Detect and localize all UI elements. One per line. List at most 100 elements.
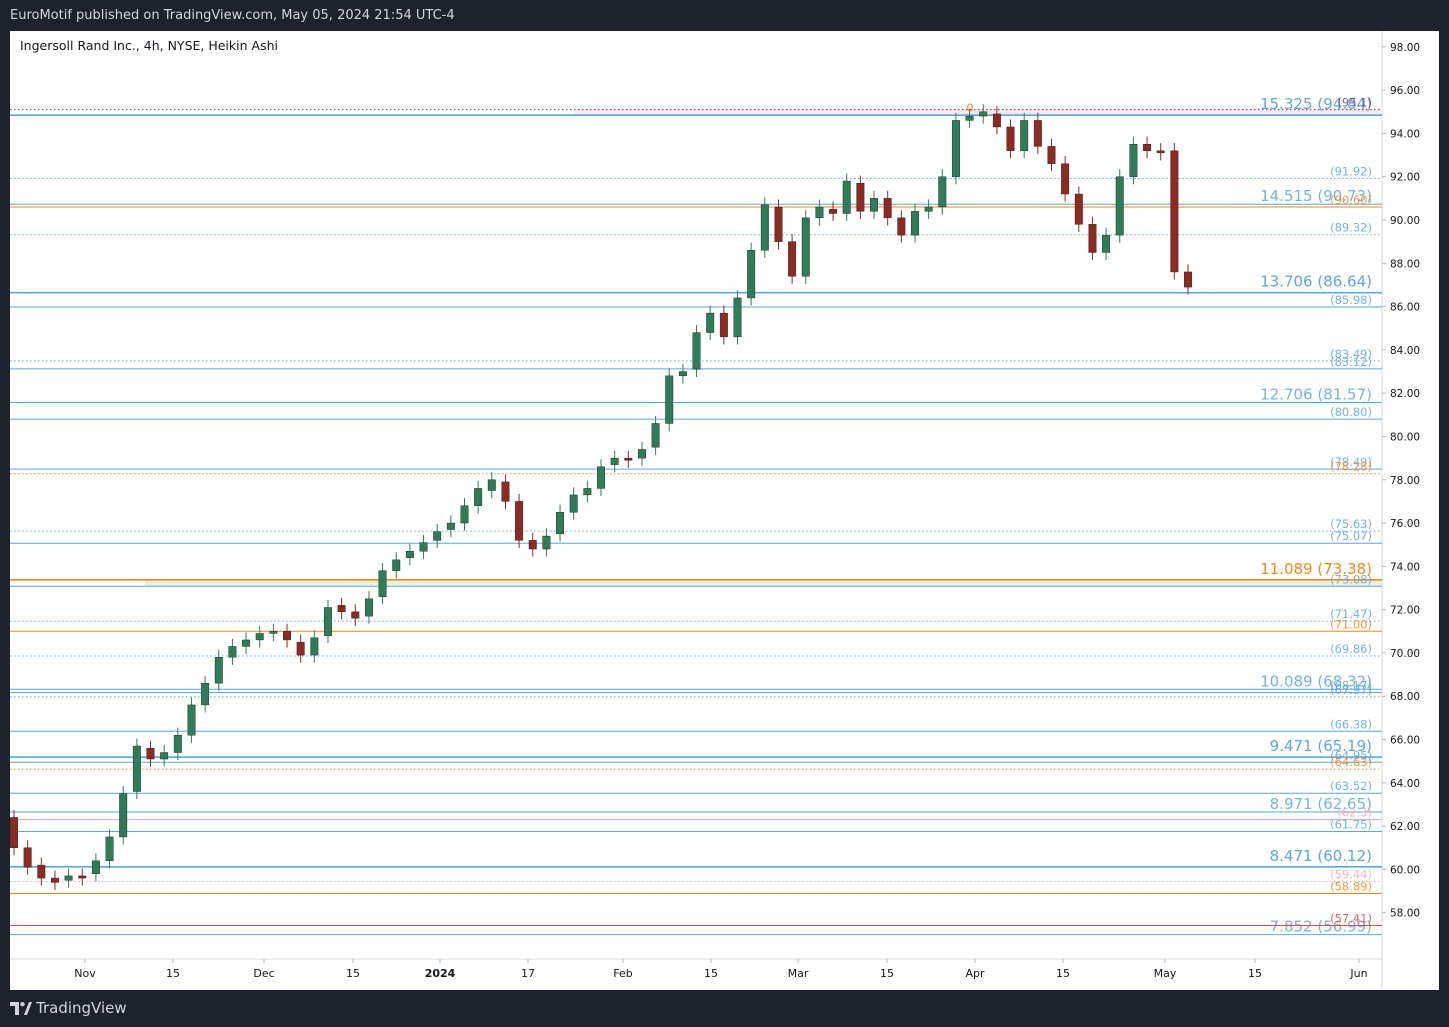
tradingview-logo-icon [10,1001,32,1015]
candle-body [474,488,483,506]
candle-body [883,198,892,219]
level-label: 15.325 (94.84) [1260,95,1372,113]
y-tick-label: 76.00 [1390,518,1420,530]
candle-body [979,111,988,117]
x-tick-label: 15 [1248,967,1262,980]
level-label: (58.89) [1330,879,1372,893]
candle-body [433,531,442,541]
level-label: (71.00) [1330,617,1372,631]
x-tick-label: Jun [1349,967,1367,980]
candle-body [351,611,360,619]
candle-body [747,250,756,299]
x-tick-label: Apr [965,967,985,980]
x-tick-label: Nov [74,967,96,980]
candle-body [10,817,18,848]
y-tick-label: 72.00 [1390,605,1420,617]
candle-body [187,704,196,736]
candle-body [665,375,674,424]
chart-panel[interactable]: Ingersoll Rand Inc., 4h, NYSE, Heikin As… [10,31,1439,990]
candle-body [132,745,141,792]
candle-body [842,180,851,214]
x-tick-label: Feb [613,967,632,980]
candle-body [938,176,947,208]
level-label: (68.17) [1330,679,1372,693]
candle-body [801,217,810,277]
published-header: EuroMotif published on TradingView.com, … [0,0,1449,32]
x-tick-label: 15 [346,967,360,980]
y-tick-label: 88.00 [1390,258,1420,270]
candle-body [678,371,687,377]
candle-body [760,204,769,251]
candle-body [992,113,1001,128]
y-tick-label: 66.00 [1390,735,1420,747]
level-label: (78.28) [1330,460,1372,474]
level-label: (71.47) [1330,607,1372,621]
level-label: (80.80) [1330,405,1372,419]
level-label: 8.971 (62.65) [1270,795,1372,813]
y-tick-label: 64.00 [1390,778,1420,790]
candle-body [556,512,565,535]
footer-bar: TradingView [0,990,1449,1027]
candle-body [965,115,974,121]
candle-body [1074,193,1083,225]
level-label: (61.75) [1330,818,1372,832]
candle-body [119,793,128,838]
level-label: (66.38) [1330,717,1372,731]
x-tick-label: Mar [788,967,809,980]
candle-body [624,457,633,461]
level-label: (91.92) [1330,164,1372,178]
candle-body [515,501,524,541]
candle-body [392,559,401,571]
chart-title: Ingersoll Rand Inc., 4h, NYSE, Heikin As… [20,38,278,53]
level-label: (89.32) [1330,221,1372,235]
price-chart[interactable]: Ingersoll Rand Inc., 4h, NYSE, Heikin As… [10,31,1439,990]
candle-body [528,540,537,550]
y-tick-label: 60.00 [1390,864,1420,876]
candle-body [501,481,510,502]
x-tick-label: 15 [704,967,718,980]
x-tick-label: 2024 [425,967,456,980]
logo-text: TradingView [36,999,127,1017]
level-label: (75.63) [1330,517,1372,531]
candle-body [706,312,715,333]
level-label: (78.49) [1330,455,1372,469]
candle-body [1170,150,1179,273]
candle-body [487,479,496,491]
marker-label: 0 [967,102,974,115]
candle-body [583,488,592,496]
candle-body [255,633,264,641]
level-label: 13.706 (86.64) [1260,273,1372,291]
candle-body [160,752,169,760]
level-label: (73.08) [1330,572,1372,586]
candle-body [542,535,551,550]
level-label: (75.07) [1330,529,1372,543]
candle-body [364,598,373,617]
level-label: (67.97) [1330,683,1372,697]
candle-body [597,466,605,489]
candle-body [1020,120,1029,151]
candle-body [610,457,619,465]
level-label: (62.3) [1337,806,1372,820]
candle-body [924,206,933,212]
resistance-band [575,108,1382,116]
x-tick-label: 15 [1056,967,1070,980]
candle-body [419,542,428,552]
y-tick-label: 68.00 [1390,691,1420,703]
level-label: (64.63) [1330,755,1372,769]
level-label: (63.52) [1330,779,1372,793]
tradingview-logo[interactable]: TradingView [10,999,127,1017]
level-label: (95.1) [1337,96,1372,110]
candle-body [324,607,332,636]
candle-body [774,206,783,242]
candle-body [269,631,278,634]
x-tick-label: 15 [880,967,894,980]
candle-body [1184,271,1192,288]
y-tick-label: 84.00 [1390,345,1420,357]
candle-body [91,860,100,874]
candle-body [1088,224,1097,253]
candle-body [337,605,346,613]
level-label: (59.44) [1330,868,1372,882]
level-label: (64.95) [1330,748,1372,762]
candle-body [719,312,728,338]
y-tick-label: 96.00 [1390,85,1420,97]
